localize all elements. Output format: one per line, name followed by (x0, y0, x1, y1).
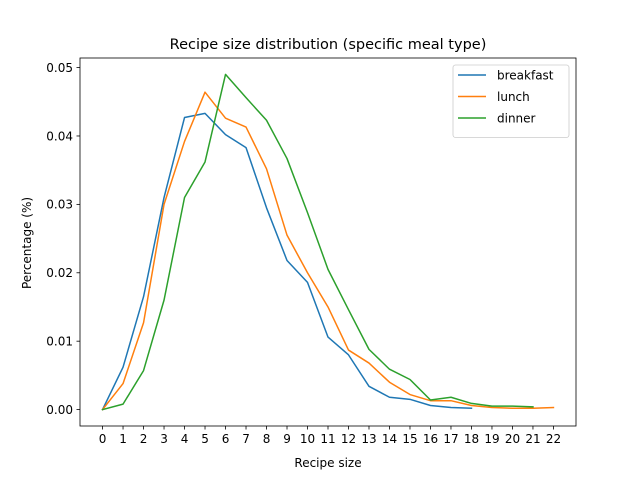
x-tick-label: 4 (181, 432, 189, 446)
y-tick-label: 0.05 (46, 61, 73, 75)
x-tick-label: 9 (283, 432, 291, 446)
y-tick-label: 0.03 (46, 198, 73, 212)
x-tick-label: 5 (201, 432, 209, 446)
legend-label-breakfast: breakfast (497, 68, 554, 82)
y-axis-label: Percentage (%) (20, 197, 34, 289)
series-line-lunch (101, 91, 555, 411)
series-line-dinner (101, 73, 534, 411)
y-tick-label: 0.00 (46, 403, 73, 417)
x-tick-label: 0 (99, 432, 107, 446)
x-tick-label: 18 (464, 432, 479, 446)
x-tick-label: 11 (320, 432, 335, 446)
series-line-breakfast (101, 112, 473, 411)
legend: breakfast lunch dinner (452, 64, 570, 138)
x-tick-label: 8 (263, 432, 271, 446)
y-tick-label: 0.01 (46, 334, 73, 348)
y-tick-label: 0.04 (46, 129, 73, 143)
x-tick-label: 22 (546, 432, 561, 446)
x-tick-label: 14 (382, 432, 397, 446)
x-tick-label: 13 (361, 432, 376, 446)
chart-title: Recipe size distribution (specific meal … (170, 37, 487, 53)
x-tick-label: 2 (140, 432, 148, 446)
x-tick-label: 19 (484, 432, 499, 446)
x-tick-label: 10 (300, 432, 315, 446)
legend-box (452, 64, 570, 138)
x-tick-label: 16 (423, 432, 438, 446)
x-tick-label: 3 (160, 432, 168, 446)
x-tick-label: 15 (402, 432, 417, 446)
plot-area (101, 73, 555, 411)
x-tick-label: 6 (222, 432, 230, 446)
x-tick-label: 17 (443, 432, 458, 446)
legend-label-dinner: dinner (497, 111, 536, 125)
x-tick-label: 1 (119, 432, 127, 446)
x-tick-label: 12 (341, 432, 356, 446)
x-tick-label: 20 (505, 432, 520, 446)
legend-label-lunch: lunch (497, 90, 530, 104)
x-axis-label: Recipe size (294, 456, 361, 470)
axes: 0 1 2 3 4 5 6 7 8 9 10 11 12 13 14 15 16 17 18 19 20 21 220.00… (46, 57, 577, 446)
y-tick-label: 0.02 (46, 266, 73, 280)
x-tick-label: 21 (525, 432, 540, 446)
x-tick-label: 7 (242, 432, 250, 446)
